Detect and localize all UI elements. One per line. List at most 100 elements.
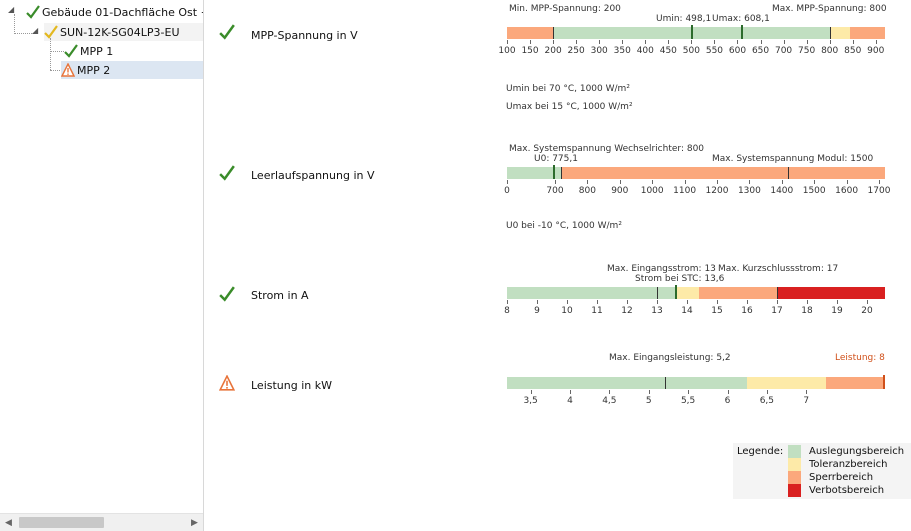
tick-label: 7: [803, 396, 810, 406]
tick-label: 350: [613, 46, 631, 56]
segment-yellow: [747, 377, 826, 389]
tick-mark: [727, 390, 729, 394]
tick-mark: [747, 300, 748, 304]
tick-label: 1000: [640, 186, 664, 196]
marker-handle: [690, 25, 693, 39]
legend-label: Verbotsbereich: [809, 485, 885, 496]
segment-green: [507, 377, 748, 389]
tick-mark: [687, 300, 688, 304]
tick-mark: [657, 300, 658, 304]
tick-label: 6: [724, 396, 731, 406]
tick-mark: [837, 300, 838, 304]
tick-label: 1400: [770, 186, 794, 196]
segment-orange: [562, 167, 885, 179]
tick-mark: [622, 40, 624, 44]
tick-label: 150: [521, 46, 539, 56]
tick-mark: [627, 300, 628, 304]
tick-mark: [530, 390, 532, 394]
tick-label: 11: [591, 306, 603, 316]
tree-item-building[interactable]: Gebäude 01-Dachfläche Ost + Ge: [26, 3, 203, 21]
collapse-icon[interactable]: ◢: [32, 26, 39, 35]
tree-item-mpp1[interactable]: MPP 1: [64, 42, 113, 60]
tree-item-label: Gebäude 01-Dachfläche Ost + Ge: [42, 5, 203, 19]
marker-max-module: [788, 167, 789, 179]
tick-label: 250: [567, 46, 585, 56]
current-max-input-label: Max. Eingangsstrom: 13: [607, 264, 716, 274]
tick-label: 6,5: [759, 396, 775, 406]
segment-orange: [825, 377, 885, 389]
tick-mark: [781, 180, 783, 184]
tick-mark: [576, 40, 578, 44]
tick-mark: [867, 300, 868, 304]
segment-green: [507, 287, 675, 299]
tree-item-inverter[interactable]: SUN-12K-SG04LP3-EU: [44, 23, 203, 41]
legend-swatch: [788, 471, 801, 484]
tick-mark: [684, 180, 686, 184]
tick-label: 200: [544, 46, 562, 56]
tick-mark: [530, 40, 532, 44]
legend-item-forbidden: Verbotsbereich: [788, 484, 884, 497]
tick-mark: [567, 300, 568, 304]
legend-item-design: Auslegungsbereich: [788, 445, 904, 458]
tree-item-label: SUN-12K-SG04LP3-EU: [60, 25, 180, 39]
tick-label: 650: [751, 46, 770, 56]
legend-item-tolerance: Toleranzbereich: [788, 458, 887, 471]
mpp-min-label: Min. MPP-Spannung: 200: [509, 4, 621, 14]
check-icon: [219, 24, 235, 40]
tick-mark: [537, 300, 538, 304]
tick-label: 700: [546, 186, 564, 196]
mpp-note-umax: Umax bei 15 °C, 1000 W/m²: [506, 102, 633, 112]
collapse-icon[interactable]: ◢: [8, 5, 15, 14]
tick-mark: [688, 390, 690, 394]
legend-label: Auslegungsbereich: [809, 446, 905, 457]
current-bar: [507, 285, 885, 299]
tick-label: 1700: [867, 186, 891, 196]
mpp-umax-label: Umax: 608,1: [712, 14, 770, 24]
tick-label: 1100: [673, 186, 697, 196]
tick-mark: [879, 180, 880, 184]
tick-label: 1300: [737, 186, 761, 196]
tick-mark: [691, 40, 693, 44]
tree-item-mpp2[interactable]: MPP 2: [61, 61, 203, 79]
tick-label: 900: [867, 46, 885, 56]
open-max-module-label: Max. Systemspannung Modul: 1500: [712, 154, 874, 164]
scroll-thumb[interactable]: [19, 517, 104, 528]
tick-label: 700: [774, 46, 793, 56]
tick-label: 850: [844, 46, 862, 56]
mpp-note-umin: Umin bei 70 °C, 1000 W/m²: [506, 84, 630, 94]
tick-mark: [648, 390, 650, 394]
tick-label: 5,5: [680, 396, 696, 406]
tick-label: 1600: [835, 186, 859, 196]
legend-label: Toleranzbereich: [809, 459, 888, 470]
tick-mark: [714, 40, 716, 44]
legend-swatch: [788, 458, 801, 471]
tick-mark: [717, 180, 718, 184]
legend-item-blocked: Sperrbereich: [788, 471, 873, 484]
tick-label: 5: [645, 396, 652, 406]
tick-label: 550: [705, 46, 724, 56]
check-icon: [44, 25, 58, 39]
marker-u0: [553, 165, 555, 179]
open-note: U0 bei -10 °C, 1000 W/m²: [506, 221, 622, 231]
check-results-panel: MPP-Spannung in V Min. MPP-Spannung: 200…: [205, 0, 911, 531]
tick-label: 19: [831, 306, 843, 316]
segment-green: [507, 167, 562, 179]
row-label-current: Strom in A: [251, 289, 309, 302]
check-icon: [64, 44, 78, 58]
warning-icon: [61, 63, 75, 77]
marker-handle: [883, 375, 885, 389]
tick-mark: [737, 40, 739, 44]
tick-label: 800: [578, 186, 596, 196]
scroll-right-icon[interactable]: ▶: [191, 517, 198, 528]
tick-label: 16: [741, 306, 753, 316]
tick-label: 3,5: [523, 396, 538, 406]
horizontal-scrollbar[interactable]: ◀ ▶: [0, 513, 203, 531]
marker-handle: [741, 25, 744, 39]
project-tree[interactable]: ◢ Gebäude 01-Dachfläche Ost + Ge ◢ SUN-1…: [0, 0, 204, 531]
tick-label: 450: [659, 46, 677, 56]
scroll-left-icon[interactable]: ◀: [5, 517, 12, 528]
tick-mark: [777, 300, 778, 304]
mpp-umin-label: Umin: 498,1: [656, 14, 712, 24]
tick-label: 750: [798, 46, 816, 56]
power-value-label: Leistung: 8: [835, 353, 885, 363]
